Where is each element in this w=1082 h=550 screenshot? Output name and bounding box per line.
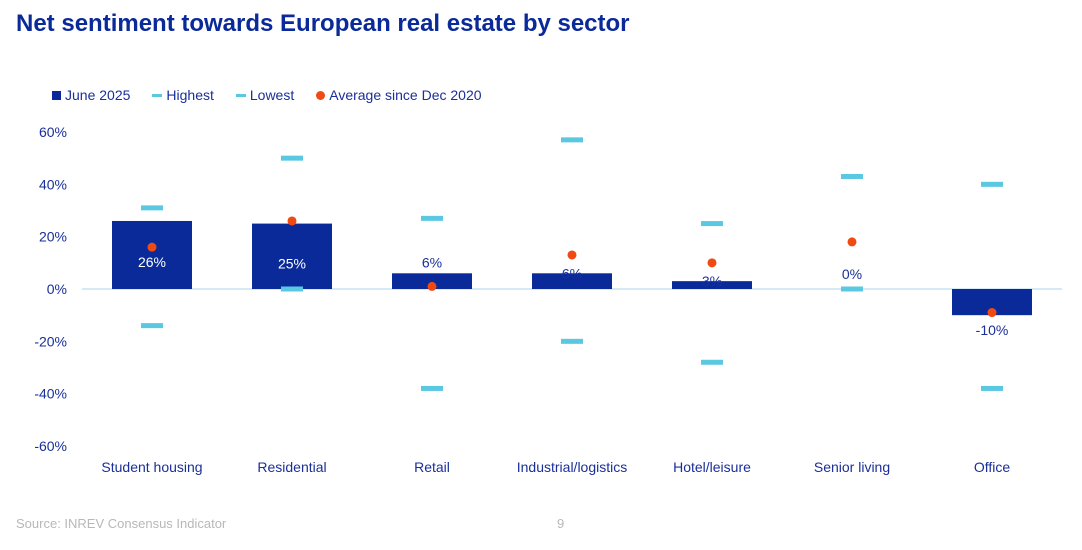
chart-title: Net sentiment towards European real esta… bbox=[16, 10, 630, 37]
lowest-marker bbox=[281, 286, 303, 292]
bar-data-label: 6% bbox=[422, 254, 442, 270]
legend-bar-swatch bbox=[52, 90, 61, 100]
legend-item-june-2025: June 2025 bbox=[52, 87, 130, 103]
legend-lowest-swatch bbox=[235, 93, 246, 97]
legend-label-highest: Highest bbox=[166, 87, 214, 103]
chart-legend: June 2025 Highest Lowest Average since D… bbox=[52, 86, 504, 104]
bar-data-label: 3% bbox=[702, 273, 722, 289]
bar-june-2025 bbox=[252, 223, 332, 289]
y-tick-label: 40% bbox=[39, 176, 67, 192]
average-dot bbox=[567, 250, 577, 260]
legend-average-swatch bbox=[316, 90, 326, 100]
legend-item-highest: Highest bbox=[152, 87, 214, 103]
source-note: Source: INREV Consensus Indicator bbox=[16, 516, 227, 531]
bar-june-2025 bbox=[392, 273, 472, 289]
bar-data-label: -10% bbox=[976, 322, 1009, 338]
legend-label-average: Average since Dec 2020 bbox=[329, 87, 482, 103]
lowest-marker bbox=[841, 286, 863, 292]
average-dot bbox=[287, 216, 297, 226]
legend-label-lowest: Lowest bbox=[249, 87, 295, 103]
y-tick-label: -40% bbox=[34, 386, 67, 402]
highest-marker bbox=[281, 155, 303, 161]
average-dot bbox=[847, 237, 857, 247]
bar-data-label: 25% bbox=[278, 255, 306, 271]
legend-highest-swatch bbox=[152, 93, 163, 97]
average-dot bbox=[707, 258, 717, 268]
bar-june-2025 bbox=[672, 281, 752, 289]
lowest-marker bbox=[421, 385, 443, 391]
highest-marker bbox=[561, 137, 583, 143]
x-category-label: Office bbox=[974, 459, 1011, 475]
lowest-marker bbox=[561, 338, 583, 344]
bar-data-label: 0% bbox=[842, 266, 862, 282]
x-category-label: Senior living bbox=[814, 459, 890, 475]
page-number: 9 bbox=[557, 516, 565, 531]
y-tick-label: 0% bbox=[47, 281, 67, 297]
highest-marker bbox=[421, 215, 443, 221]
bar-june-2025 bbox=[112, 220, 192, 289]
x-category-label: Student housing bbox=[101, 459, 202, 475]
average-dot bbox=[987, 308, 997, 318]
legend-item-lowest: Lowest bbox=[235, 87, 295, 103]
lowest-marker bbox=[981, 385, 1003, 391]
bar-data-label: 6% bbox=[562, 265, 582, 281]
lowest-marker bbox=[701, 359, 723, 365]
y-tick-label: 60% bbox=[39, 124, 67, 140]
y-tick-label: -20% bbox=[34, 333, 67, 349]
highest-marker bbox=[981, 181, 1003, 187]
bar-june-2025 bbox=[532, 273, 612, 289]
legend-item-average: Average since Dec 2020 bbox=[316, 87, 482, 103]
x-category-label: Residential bbox=[257, 459, 326, 475]
lowest-marker bbox=[141, 323, 163, 329]
average-dot bbox=[427, 281, 437, 291]
y-tick-label: 20% bbox=[39, 229, 67, 245]
x-category-label: Hotel/leisure bbox=[673, 459, 751, 475]
y-tick-label: -60% bbox=[34, 438, 67, 454]
highest-marker bbox=[141, 205, 163, 211]
x-category-label: Retail bbox=[414, 459, 450, 475]
x-category-label: Industrial/logistics bbox=[517, 459, 628, 475]
highest-marker bbox=[701, 221, 723, 227]
average-dot bbox=[147, 242, 157, 252]
legend-label-june-2025: June 2025 bbox=[65, 87, 131, 103]
bar-data-label: 26% bbox=[138, 254, 166, 270]
highest-marker bbox=[841, 173, 863, 179]
